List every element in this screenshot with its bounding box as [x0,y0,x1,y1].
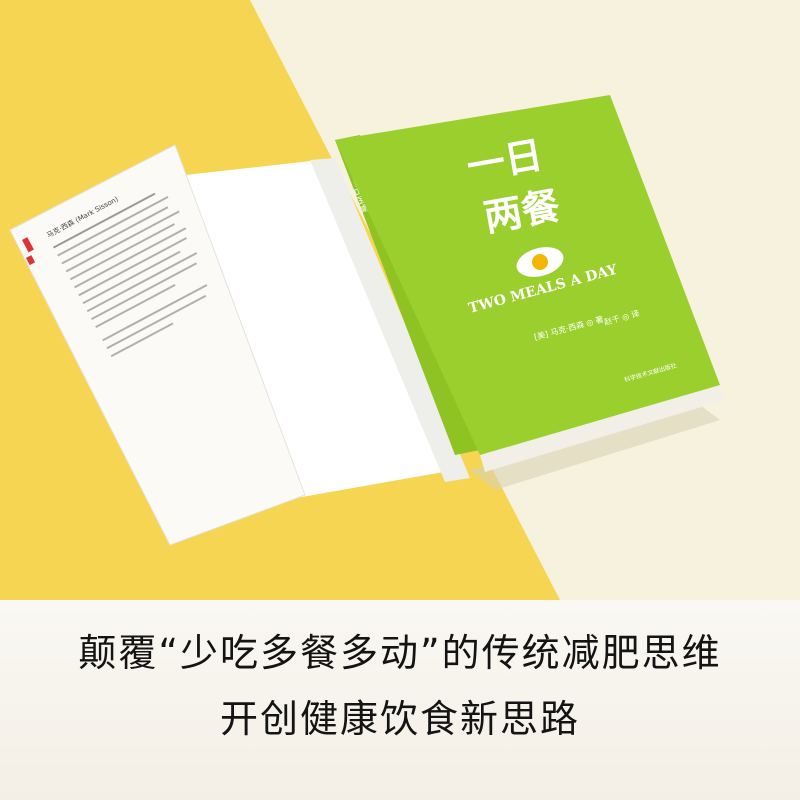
caption-line2: 开创健康饮食新思路 [0,688,800,743]
book-photo-illustration: 马克·西森 (Mark Sisson) 一日两餐 一日 两餐 [0,0,800,600]
product-photo: 马克·西森 (Mark Sisson) 一日两餐 一日 两餐 [0,0,800,600]
caption-line1: 颠覆“少吃多餐多动”的传统减肥思维 [0,622,800,677]
